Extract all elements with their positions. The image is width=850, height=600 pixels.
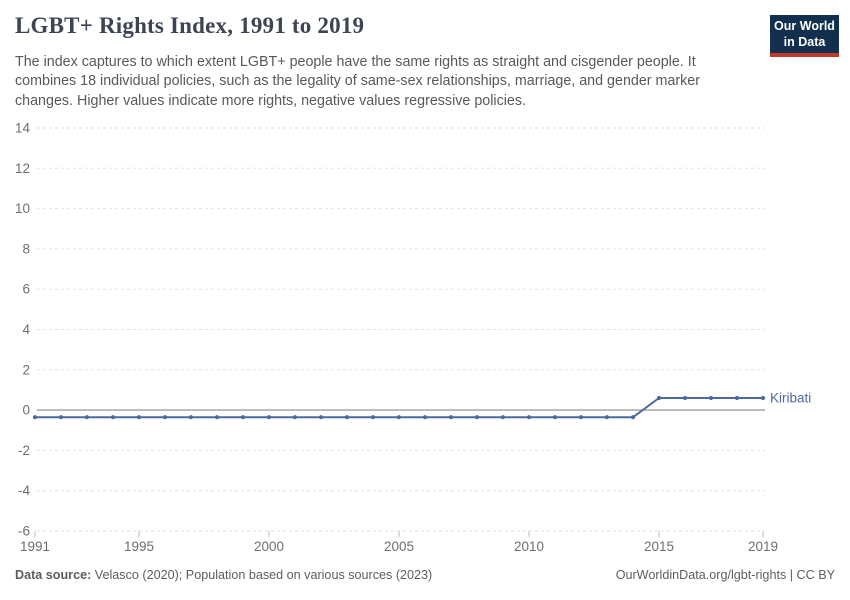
data-point[interactable]: [84, 415, 90, 420]
data-point[interactable]: [344, 415, 350, 420]
page-title: LGBT+ Rights Index, 1991 to 2019: [15, 13, 365, 38]
x-tick-label: 2015: [644, 539, 674, 554]
series-line[interactable]: [35, 397, 763, 419]
data-point[interactable]: [422, 415, 428, 420]
data-point[interactable]: [162, 415, 168, 420]
y-tick-label: 2: [22, 362, 30, 377]
x-tick-label: 2010: [514, 539, 544, 554]
x-tick-label: 1991: [20, 539, 50, 554]
data-point[interactable]: [708, 395, 714, 401]
data-point[interactable]: [734, 395, 740, 401]
chart-footer: Data source: Velasco (2020); Population …: [15, 568, 835, 582]
y-tick-label: 14: [15, 121, 31, 136]
y-tick-label: 10: [15, 201, 30, 216]
data-point[interactable]: [214, 415, 220, 420]
data-point[interactable]: [604, 415, 610, 420]
data-source-note: Data source: Velasco (2020); Population …: [15, 568, 432, 582]
y-tick-label: -2: [18, 443, 30, 458]
data-source-label: Data source:: [15, 568, 92, 582]
data-point[interactable]: [500, 415, 506, 420]
data-point[interactable]: [760, 395, 766, 401]
attribution-link[interactable]: OurWorldinData.org/lgbt-rights | CC BY: [615, 568, 835, 582]
x-tick-label: 2005: [384, 539, 414, 554]
data-point[interactable]: [110, 415, 116, 420]
data-point[interactable]: [292, 415, 298, 420]
data-point[interactable]: [266, 415, 272, 420]
data-point[interactable]: [526, 415, 532, 420]
data-point[interactable]: [656, 395, 662, 401]
y-tick-label: -4: [18, 483, 30, 498]
x-tick-label: 2019: [748, 539, 778, 554]
chart-subtitle: The index captures to which extent LGBT+…: [15, 54, 701, 109]
y-tick-label: 8: [22, 241, 30, 256]
y-tick-label: 4: [22, 322, 30, 337]
data-point[interactable]: [240, 415, 246, 420]
series-end-label: Kiribati: [770, 391, 811, 406]
x-tick-label: 2000: [254, 539, 284, 554]
owid-logo-line2: in Data: [783, 34, 826, 49]
data-point[interactable]: [58, 415, 64, 420]
data-point[interactable]: [318, 415, 324, 420]
data-point[interactable]: [578, 415, 584, 420]
y-tick-label: -6: [18, 524, 30, 539]
data-point[interactable]: [32, 415, 38, 420]
data-point[interactable]: [552, 415, 558, 420]
data-point[interactable]: [474, 415, 480, 420]
data-point[interactable]: [370, 415, 376, 420]
x-tick-label: 1995: [124, 539, 154, 554]
owid-logo-line1: Our World: [774, 19, 835, 33]
y-tick-label: 0: [22, 403, 30, 418]
data-point[interactable]: [136, 415, 142, 420]
data-source-text: Velasco (2020); Population based on vari…: [91, 568, 433, 582]
data-point[interactable]: [188, 415, 194, 420]
data-point[interactable]: [630, 415, 636, 420]
y-tick-label: 6: [22, 282, 30, 297]
data-point[interactable]: [448, 415, 454, 420]
y-tick-label: 12: [15, 161, 30, 176]
data-point[interactable]: [682, 395, 688, 401]
owid-logo[interactable]: Our World in Data: [770, 15, 839, 57]
data-point[interactable]: [396, 415, 402, 420]
